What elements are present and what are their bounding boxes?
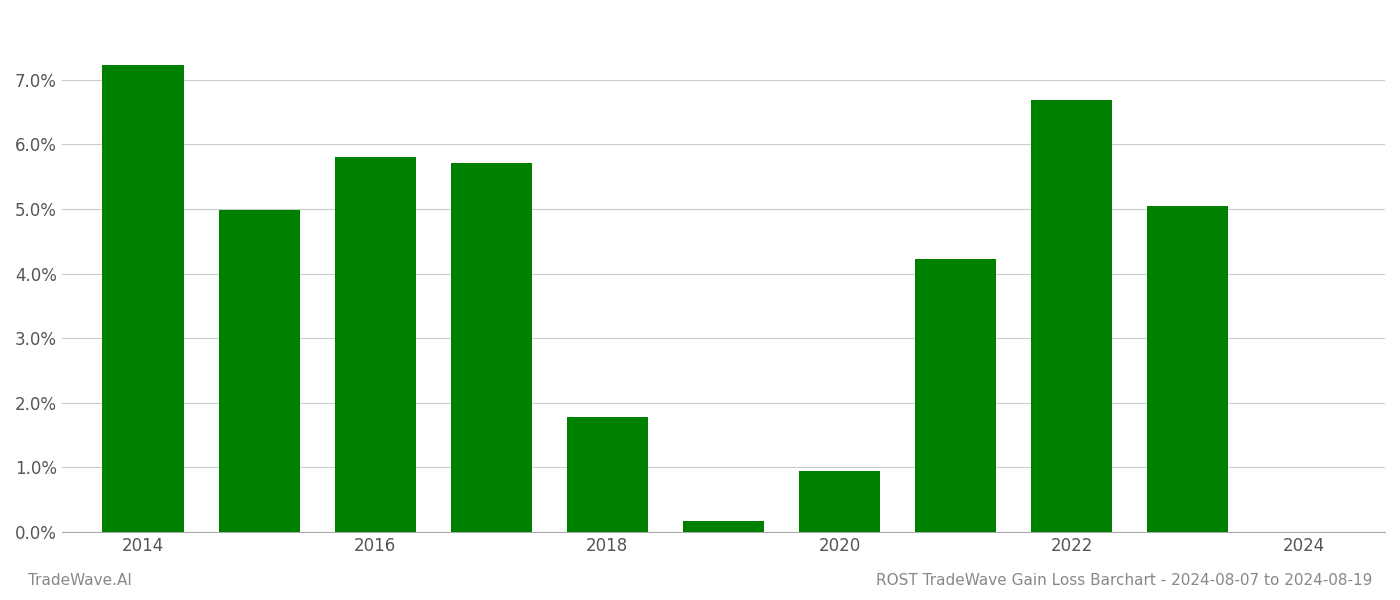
Bar	[218, 209, 300, 532]
Text: ROST TradeWave Gain Loss Barchart - 2024-08-07 to 2024-08-19: ROST TradeWave Gain Loss Barchart - 2024…	[875, 573, 1372, 588]
Bar	[567, 417, 648, 532]
Bar	[1147, 206, 1228, 532]
Bar	[335, 157, 416, 532]
Bar	[916, 259, 997, 532]
Bar	[799, 471, 881, 532]
Bar	[683, 521, 764, 532]
Bar	[451, 163, 532, 532]
Text: TradeWave.AI: TradeWave.AI	[28, 573, 132, 588]
Bar	[1030, 100, 1112, 532]
Bar	[102, 65, 183, 532]
